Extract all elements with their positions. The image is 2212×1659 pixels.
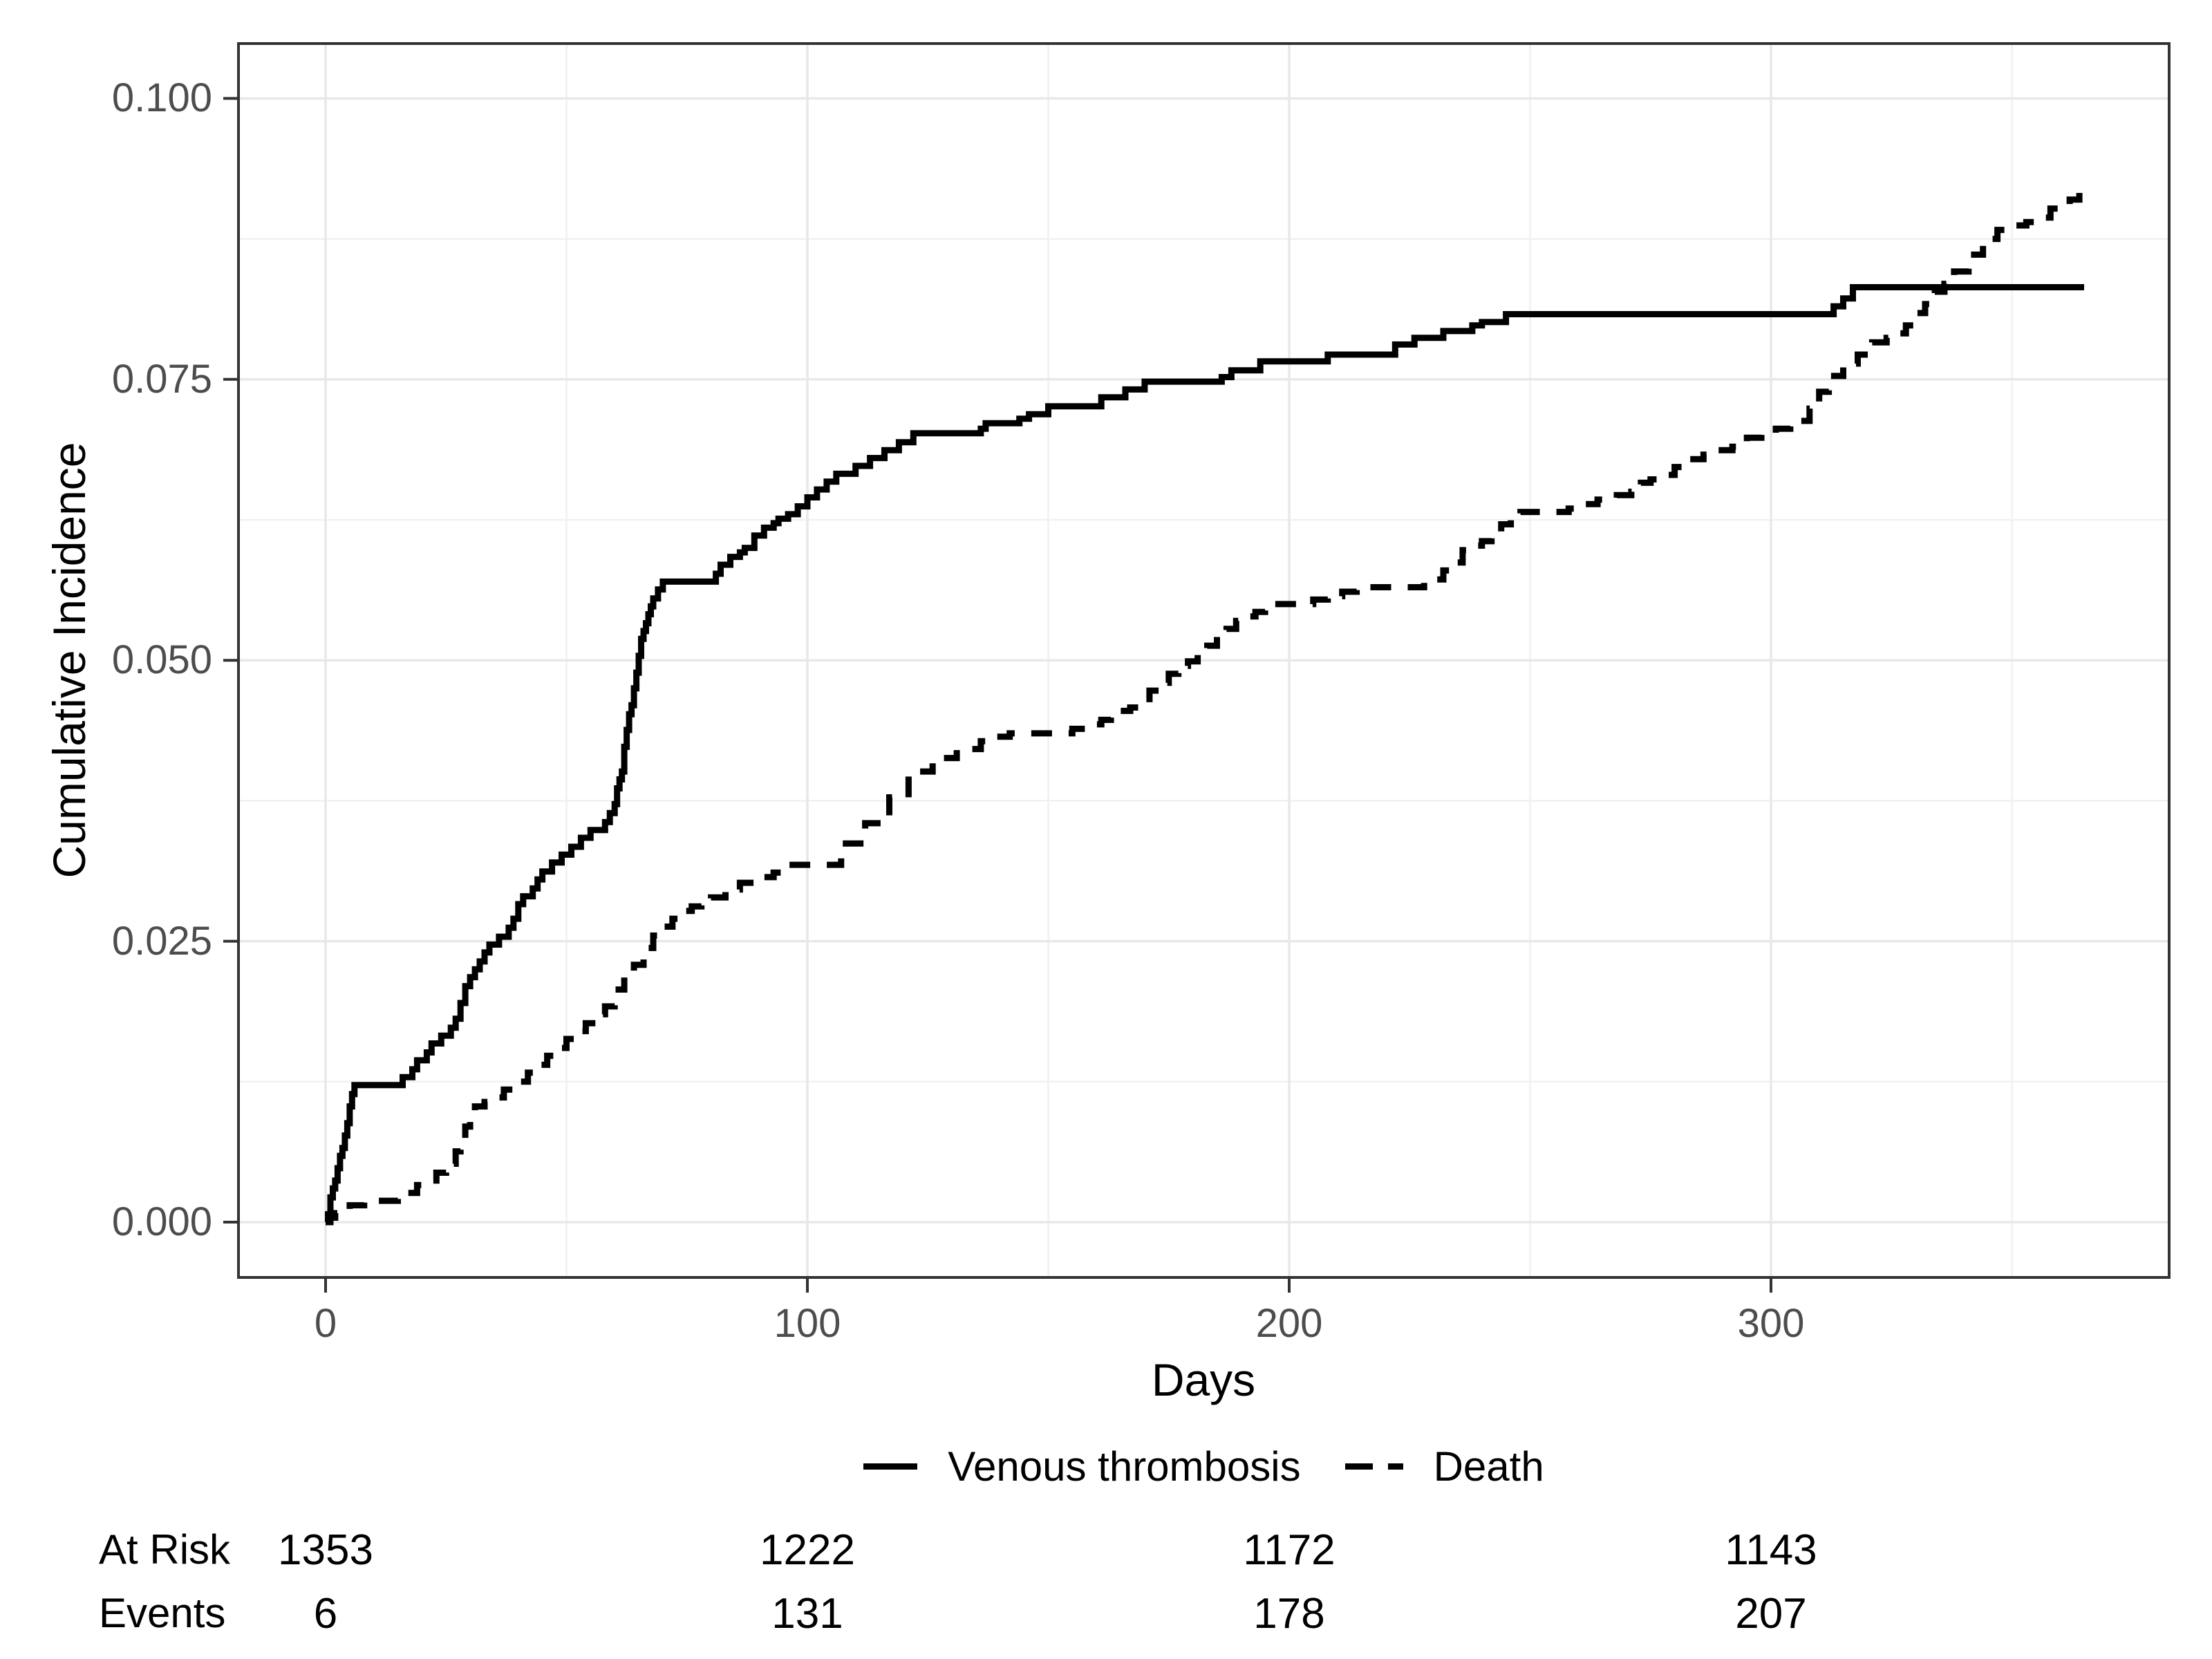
legend-item-death: Death (1344, 1443, 1544, 1490)
x-tick-label: 200 (1255, 1301, 1323, 1346)
risk-row-label-events: Events (99, 1590, 226, 1636)
risk-row-label-at-risk: At Risk (99, 1526, 231, 1573)
y-tick-label: 0.050 (111, 637, 212, 683)
legend: Venous thrombosis Death (238, 1442, 2169, 1490)
y-tick-label: 0.025 (111, 918, 212, 964)
x-tick-label: 0 (314, 1301, 337, 1346)
at-risk-value: 1172 (1243, 1526, 1335, 1574)
events-value: 178 (1253, 1590, 1325, 1638)
events-value: 6 (313, 1590, 338, 1638)
legend-label-death: Death (1433, 1443, 1544, 1490)
curve-death (326, 187, 2088, 1226)
events-value: 207 (1735, 1590, 1807, 1638)
y-tick-label: 0.100 (111, 75, 212, 121)
events-value: 131 (771, 1590, 843, 1638)
solid-line-key-icon (863, 1463, 918, 1470)
y-tick-label: 0.000 (111, 1199, 212, 1244)
at-risk-value: 1222 (760, 1526, 855, 1574)
dashed-line-key-icon (1344, 1463, 1403, 1470)
legend-item-venous-thrombosis: Venous thrombosis (863, 1443, 1301, 1490)
x-tick-label: 300 (1737, 1301, 1805, 1346)
curve-venous-thrombosis (325, 284, 2084, 1226)
x-tick-label: 100 (774, 1301, 841, 1346)
at-risk-value: 1353 (278, 1526, 373, 1574)
at-risk-value: 1143 (1725, 1526, 1817, 1574)
x-axis-title: Days (1151, 1354, 1256, 1405)
y-tick-label: 0.075 (111, 356, 212, 402)
legend-label-venous-thrombosis: Venous thrombosis (948, 1443, 1301, 1490)
